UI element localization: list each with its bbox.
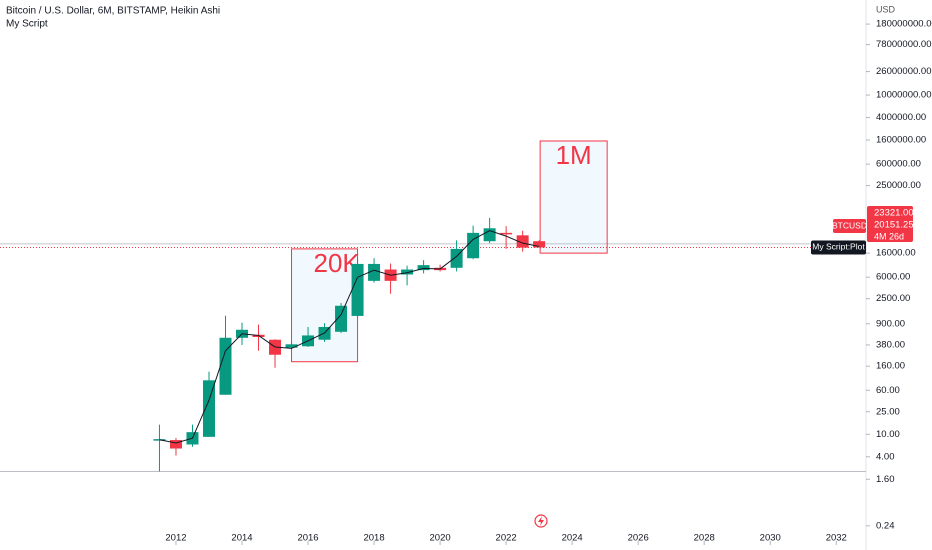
symbol-tag xyxy=(833,219,866,233)
plot-tag xyxy=(811,240,866,255)
annotation-box xyxy=(539,140,608,254)
chart-title: Bitcoin / U.S. Dollar, 6M, BITSTAMP, Hei… xyxy=(6,6,220,17)
candle-body xyxy=(417,265,430,271)
candle-body xyxy=(500,232,513,235)
candle-body xyxy=(351,263,364,316)
chart-subtitle: My Script xyxy=(6,19,48,30)
x-tick-label: 2028 xyxy=(694,533,715,544)
candle-body xyxy=(401,269,414,275)
candle-body xyxy=(335,305,348,332)
y-tick-label: 4.00 xyxy=(876,451,895,462)
x-tick-label: 2020 xyxy=(430,533,451,544)
symbol-label: BTCUSD xyxy=(832,220,867,230)
candle-body xyxy=(285,344,298,348)
annotation-text: 1M xyxy=(556,140,592,170)
y-tick-label: 60.00 xyxy=(876,385,900,396)
y-tick-label: 2500.00 xyxy=(876,293,910,304)
y-tick-label: 1.60 xyxy=(876,474,895,485)
currency-label: USD xyxy=(876,4,896,14)
y-tick-label: 10.00 xyxy=(876,429,900,440)
y-tick-label: 10000000.00 xyxy=(876,90,931,101)
y-tick-label: 6000.00 xyxy=(876,272,910,283)
y-tick-label: 78000000.00 xyxy=(876,39,931,50)
y-tick-label: 900.00 xyxy=(876,318,905,329)
candle-body xyxy=(202,380,215,437)
candle-body xyxy=(533,241,546,248)
plot-line xyxy=(159,230,540,444)
y-tick-label: 160.00 xyxy=(876,361,905,372)
candle-body xyxy=(368,263,381,281)
last-price-label: 20151.25 xyxy=(874,220,914,231)
x-tick-label: 2012 xyxy=(165,533,186,544)
x-tick-label: 2014 xyxy=(231,533,252,544)
replay-icon[interactable] xyxy=(534,514,548,528)
candle-body xyxy=(219,337,232,395)
candle-body xyxy=(516,235,529,248)
y-tick-label: 0.24 xyxy=(876,520,895,531)
high-price-label: 23321.00 xyxy=(874,208,914,219)
x-tick-label: 2016 xyxy=(297,533,318,544)
countdown-label: 4M 26d xyxy=(874,231,904,241)
y-tick-label: 26000000.00 xyxy=(876,66,931,77)
y-tick-label: 180000000.00 xyxy=(876,19,932,30)
x-tick-label: 2018 xyxy=(363,533,384,544)
plot-label: My Script:Plot xyxy=(812,242,865,252)
y-tick-label: 25.00 xyxy=(876,406,900,417)
x-tick-label: 2030 xyxy=(760,533,781,544)
candle-body xyxy=(467,232,480,259)
x-tick-label: 2032 xyxy=(826,533,847,544)
y-tick-label: 16000.00 xyxy=(876,248,916,259)
x-tick-label: 2026 xyxy=(628,533,649,544)
y-tick-label: 250000.00 xyxy=(876,180,921,191)
y-tick-label: 4000000.00 xyxy=(876,112,926,123)
x-tick-label: 2024 xyxy=(562,533,583,544)
y-tick-label: 1600000.00 xyxy=(876,135,926,146)
last-price-tag xyxy=(867,206,913,242)
x-tick-label: 2022 xyxy=(496,533,517,544)
candle-body xyxy=(169,440,182,449)
y-tick-label: 600000.00 xyxy=(876,159,921,170)
y-tick-label: 380.00 xyxy=(876,339,905,350)
